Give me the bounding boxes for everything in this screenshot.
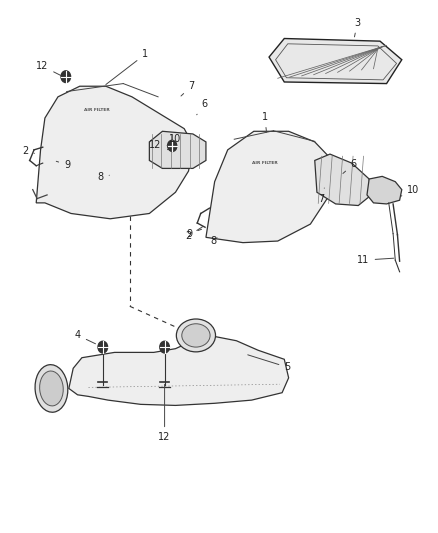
Text: 9: 9 (186, 229, 201, 239)
Text: 12: 12 (159, 384, 171, 442)
Text: 4: 4 (75, 330, 95, 344)
Text: AIR FILTER: AIR FILTER (84, 108, 110, 112)
Text: AIR FILTER: AIR FILTER (252, 161, 278, 165)
Circle shape (160, 341, 170, 353)
Text: 1: 1 (106, 50, 148, 85)
Text: 6: 6 (197, 99, 208, 115)
Text: 1: 1 (261, 112, 268, 132)
Text: 11: 11 (357, 255, 394, 265)
Text: 8: 8 (98, 172, 110, 182)
Ellipse shape (177, 319, 215, 352)
Text: 7: 7 (318, 188, 325, 204)
Polygon shape (206, 131, 330, 243)
Ellipse shape (39, 371, 63, 406)
Circle shape (168, 141, 177, 151)
Text: 10: 10 (401, 184, 419, 196)
Text: 12: 12 (36, 61, 61, 76)
Text: 5: 5 (248, 355, 290, 372)
Text: 3: 3 (354, 18, 360, 37)
Text: 12: 12 (149, 140, 168, 150)
Text: 2: 2 (22, 146, 35, 156)
Circle shape (61, 71, 71, 83)
Circle shape (98, 341, 108, 353)
Text: 7: 7 (181, 81, 195, 96)
Polygon shape (149, 131, 206, 168)
Polygon shape (315, 154, 371, 206)
Ellipse shape (182, 324, 210, 347)
Polygon shape (36, 86, 193, 219)
Polygon shape (269, 38, 402, 84)
Text: 6: 6 (343, 159, 357, 173)
Ellipse shape (35, 365, 68, 412)
Text: 8: 8 (211, 236, 217, 246)
Polygon shape (69, 336, 289, 406)
Text: 2: 2 (185, 227, 203, 241)
Text: 10: 10 (167, 134, 181, 150)
Text: 9: 9 (56, 160, 70, 169)
Polygon shape (367, 176, 402, 204)
Circle shape (168, 140, 177, 151)
